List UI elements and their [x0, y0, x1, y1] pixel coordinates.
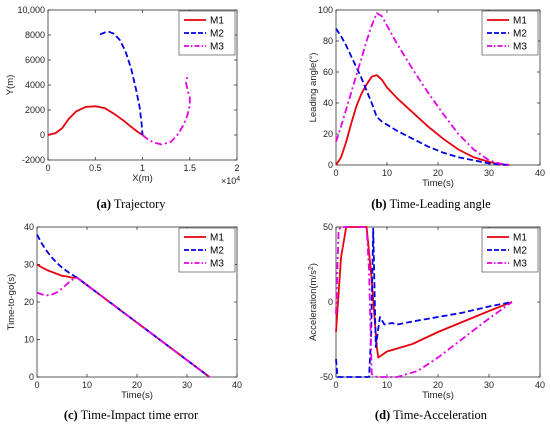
legend-label-m1: M1	[513, 16, 527, 27]
x-tick-label: 30	[484, 380, 494, 390]
y-axis-label: Y(m)	[5, 75, 16, 96]
y-tick-label: 20	[24, 297, 34, 307]
x-tick-label: 40	[535, 168, 545, 178]
y-tick-label: 0	[328, 297, 333, 307]
x-tick-label: 0	[333, 168, 338, 178]
y-tick-label: 40	[24, 222, 34, 232]
x-tick-label: 40	[232, 380, 242, 390]
caption: (d) Time-Acceleration	[375, 408, 488, 422]
chart-2: 0 10 20 30 40 0 20 40 60 80 100 Time(s) Leading angl…	[308, 5, 545, 211]
x-axis-multiplier: ×104	[221, 176, 240, 187]
x-tick-label: 10	[382, 168, 392, 178]
series-line-m2	[335, 227, 513, 378]
y-tick-label: -2000	[22, 155, 45, 165]
legend-label-m2: M2	[210, 29, 224, 40]
x-tick-label: 1	[140, 163, 145, 173]
y-tick-label: 20	[323, 129, 333, 139]
y-tick-label: 30	[24, 260, 34, 270]
y-tick-label: 0	[40, 130, 45, 140]
legend-label-m1: M1	[210, 233, 224, 244]
x-tick-label: 0.5	[89, 163, 102, 173]
series-line-m1	[36, 263, 211, 378]
series-line-m2	[99, 30, 144, 136]
y-tick-label: 4000	[25, 80, 45, 90]
legend: M1 M2 M3	[178, 10, 236, 56]
y-tick-label: -50	[320, 372, 333, 382]
x-tick-label: 30	[182, 380, 192, 390]
chart-3: 0 10 20 30 40 0 10 20 30 40 Time(s) Time-to-go(s) M1…	[6, 222, 242, 422]
legend-label-m1: M1	[210, 16, 224, 27]
y-tick-label: 10,000	[17, 5, 45, 15]
x-tick-label: 0	[45, 163, 50, 173]
y-tick-label: 40	[323, 98, 333, 108]
legend-label-m2: M2	[210, 246, 224, 257]
series-line-m1	[335, 74, 510, 166]
x-tick-label: 0	[34, 380, 39, 390]
legend-label-m2: M2	[513, 29, 527, 40]
x-tick-label: 40	[535, 380, 545, 390]
y-tick-label: 8000	[25, 30, 45, 40]
y-tick-label: 0	[29, 372, 34, 382]
x-tick-label: 10	[382, 380, 392, 390]
caption: (b) Time-Leading angle	[371, 197, 491, 211]
legend: M1 M2 M3	[178, 227, 236, 273]
series-line-m1	[47, 105, 143, 136]
legend-label-m3: M3	[210, 259, 224, 270]
y-axis-label: Leading angle(°)	[308, 53, 319, 123]
y-tick-label: 50	[323, 222, 333, 232]
chart-4: 0 10 20 30 40-50050Time(s)Acceleration(m/s2)…	[308, 222, 546, 422]
x-tick-label: 20	[132, 380, 142, 390]
y-tick-label: 60	[323, 67, 333, 77]
y-tick-label: 6000	[25, 55, 45, 65]
y-tick-label: 100	[318, 5, 333, 15]
x-axis-label: X(m)	[132, 173, 153, 184]
series-line-m3	[335, 12, 510, 166]
x-tick-label: 20	[433, 168, 443, 178]
caption: (a) Trajectory	[96, 197, 166, 211]
x-axis-label: Time(s)	[422, 390, 454, 401]
legend: M1 M2 M3	[481, 227, 539, 273]
series-line-m2	[335, 28, 510, 166]
x-tick-label: 2	[234, 163, 239, 173]
y-axis-label: Acceleration(m/s2)	[308, 263, 320, 341]
legend-label-m3: M3	[210, 42, 224, 53]
y-axis-label: Time-to-go(s)	[6, 274, 17, 331]
x-tick-label: 0	[333, 380, 338, 390]
series-line-m2	[36, 234, 211, 378]
chart-1: 0 0.5 1 1.5 2-20000200040006000800010,000X(m…	[5, 5, 240, 211]
y-tick-label: 80	[323, 36, 333, 46]
x-tick-label: 10	[82, 380, 92, 390]
series-line-m3	[335, 226, 513, 378]
x-tick-label: 1.5	[183, 163, 196, 173]
x-tick-label: 30	[484, 168, 494, 178]
legend-label-m3: M3	[513, 42, 527, 53]
x-axis-label: Time(s)	[121, 390, 153, 401]
y-tick-label: 2000	[25, 105, 45, 115]
x-tick-label: 20	[433, 380, 443, 390]
caption: (c) Time-Impact time error	[64, 408, 199, 422]
y-tick-label: 0	[328, 160, 333, 170]
legend-label-m2: M2	[513, 246, 527, 257]
x-axis-label: Time(s)	[422, 178, 454, 189]
legend-label-m3: M3	[513, 259, 527, 270]
legend-label-m1: M1	[513, 233, 527, 244]
legend: M1 M2 M3	[481, 10, 539, 56]
y-tick-label: 10	[24, 335, 34, 345]
